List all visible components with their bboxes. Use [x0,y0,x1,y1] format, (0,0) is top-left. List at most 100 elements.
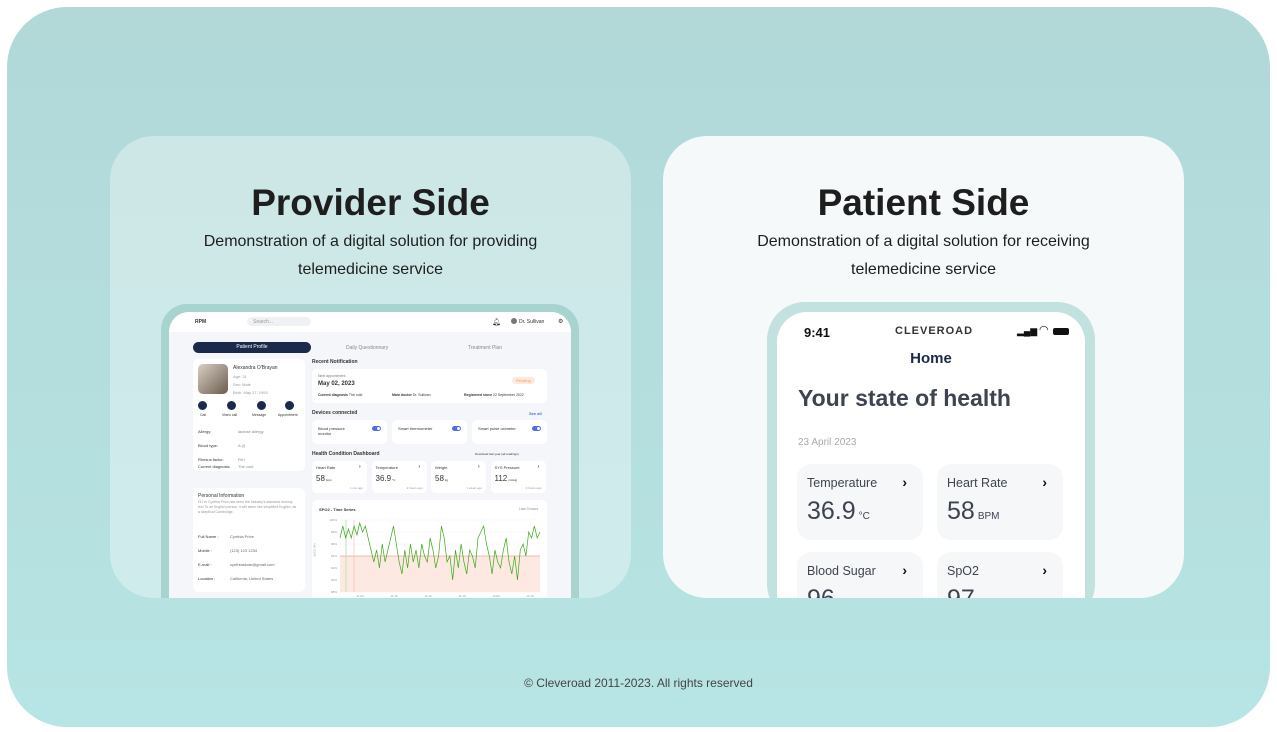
field-value: (123) 123 1234 [230,548,258,553]
metric-card[interactable]: Heart Rate › 58bpm 1 min ago [312,461,367,493]
spo2-card[interactable]: SpO2 › 97 [937,552,1063,598]
patient-name: Alexandra O'Brayan [233,365,278,371]
copyright-footer: © Cleveroad 2011-2023. All rights reserv… [524,676,753,690]
x-tick-label: 11:15 [390,594,398,598]
page-background: Provider Side Demonstration of a digital… [7,7,1270,727]
detail-value: Rh+ [238,457,246,462]
provider-subtitle: Demonstration of a digital solution for … [203,233,538,278]
metric-card[interactable]: Weight › 58kg 1 week ago [431,461,486,493]
health-date: 23 April 2023 [798,437,857,448]
patient-photo [198,364,228,394]
since-label: Registered since [464,393,493,397]
chart-range[interactable]: Last 3 hours [519,507,539,511]
nav-title: Home [910,350,952,367]
metric-card[interactable]: SYS Pressure › 112mmHg 3 hours ago [490,461,546,493]
patient-card: Patient Side Demonstration of a digital … [663,136,1184,598]
detail-value: A (I) [238,443,246,448]
device-toggle[interactable] [372,426,381,431]
chevron-right-icon: › [1042,562,1047,578]
metric-value: 36.9 [375,474,392,483]
tab-patient-profile[interactable]: Patient Profile [193,342,311,353]
tab-daily-questionnary[interactable]: Daily Questionnary [346,345,389,351]
chevron-right-icon: › [359,464,361,470]
detail-label: Allergy: [198,429,212,434]
card-label: Heart Rate [947,476,1008,490]
metric-unit: bpm [325,478,332,482]
video-call-button[interactable] [227,401,236,410]
chart-title: SPO2 - Time Series [319,507,356,512]
brand-logo: CLEVEROAD [895,325,974,337]
metric-unit: mmHg [508,478,518,482]
search-input[interactable]: Search... [247,317,311,326]
status-badge: Pending [512,377,535,384]
tab-treatment-plan[interactable]: Treatment Plan [468,345,502,351]
tablet-mockup: RPM Search... 🔔︎ Dr. Sullivan ⚙ Patient … [161,304,579,598]
device-name: Smart thermometer [398,426,433,431]
blood-sugar-card[interactable]: Blood Sugar › 96 [797,552,923,598]
appointment-date: May 02, 2023 [318,381,355,387]
search-placeholder: Search... [253,319,274,325]
user-menu[interactable]: Dr. Sullivan [519,319,545,325]
metric-label: Heart Rate [316,465,336,470]
patient-app-screen: 9:41 CLEVEROAD ▂▄▆ ◠ Home Your state of … [777,312,1085,598]
diagnosis-label: Current diagnosis [318,393,348,397]
sex-value: Male [242,382,251,387]
device-card: Smart thermometer [392,420,467,444]
metric-label: Temperature [375,465,398,470]
action-label: Video call [222,413,238,417]
age-value: 31 [242,374,247,379]
chevron-right-icon: › [418,464,421,470]
y-tick-label: 98% [331,530,337,534]
birth-label: Birth: [233,390,243,395]
temperature-card[interactable]: Temperature › 36.9 °C [797,464,923,540]
call-button[interactable] [198,401,207,410]
spo2-series-line [339,521,541,581]
appointment-button[interactable] [285,401,294,410]
device-toggle[interactable] [532,426,541,431]
card-label: Blood Sugar [807,564,876,578]
action-label: Message [252,413,267,417]
download-link[interactable]: Download last year (all readings) [475,452,519,456]
tab-label: Patient Profile [236,344,268,350]
chevron-right-icon: › [902,562,907,578]
gear-icon[interactable]: ⚙ [558,319,564,325]
phone-mockup: 9:41 CLEVEROAD ▂▄▆ ◠ Home Your state of … [767,302,1095,598]
device-toggle[interactable] [452,426,461,431]
x-tick-label: 12:15 [526,594,534,598]
doctor-value: Dr. Sullivan [412,393,431,397]
provider-card: Provider Side Demonstration of a digital… [110,136,631,598]
detail-label: Blood type: [198,443,219,448]
metric-time: 1 min ago [349,486,363,490]
metric-card[interactable]: Temperature › 36.9°C 2 hours ago [371,461,427,493]
chevron-right-icon: › [478,464,480,470]
devices-title: Devices connected [312,410,358,416]
card-unit: BPM [977,511,1000,522]
device-card: Smart pulse oximeter [472,420,547,444]
field-label: Full Name : [198,534,219,539]
metric-value: 112 [494,474,508,483]
device-name: Blood pressure monitor [318,426,345,436]
detail-label: Rhesus factor: [198,457,224,462]
metric-time: 3 hours ago [525,486,542,490]
patient-card: Alexandra O'Brayan Age: 31 Sex: Male Bir… [193,359,305,471]
provider-dashboard-screen: RPM Search... 🔔︎ Dr. Sullivan ⚙ Patient … [169,312,571,598]
y-tick-label: 96% [331,542,337,546]
dashboard-title: Health Condition Dashboard [312,451,380,457]
bell-icon[interactable]: 🔔︎ [492,319,501,326]
metric-unit: kg [444,478,449,482]
message-button[interactable] [257,401,266,410]
action-label: Appointment [278,413,298,417]
notification-card[interactable]: Next appointment May 02, 2023 Pending Cu… [312,369,547,403]
patient-title: Patient Side [817,182,1030,223]
see-all-link[interactable]: See all [529,411,542,416]
x-tick-label: 12:00 [492,594,500,598]
action-label: Call [200,413,207,417]
field-label: E-mail : [198,562,212,567]
card-value: 58 [947,497,975,525]
y-tick-label: 90% [331,578,337,582]
threshold-area [340,556,540,592]
metric-time: 2 hours ago [406,486,423,490]
heart-rate-card[interactable]: Heart Rate › 58 BPM [937,464,1063,540]
detail-value: The cold [238,464,254,469]
personal-bio: Hi I'm Cynthia Price,has been the indust… [198,500,297,514]
